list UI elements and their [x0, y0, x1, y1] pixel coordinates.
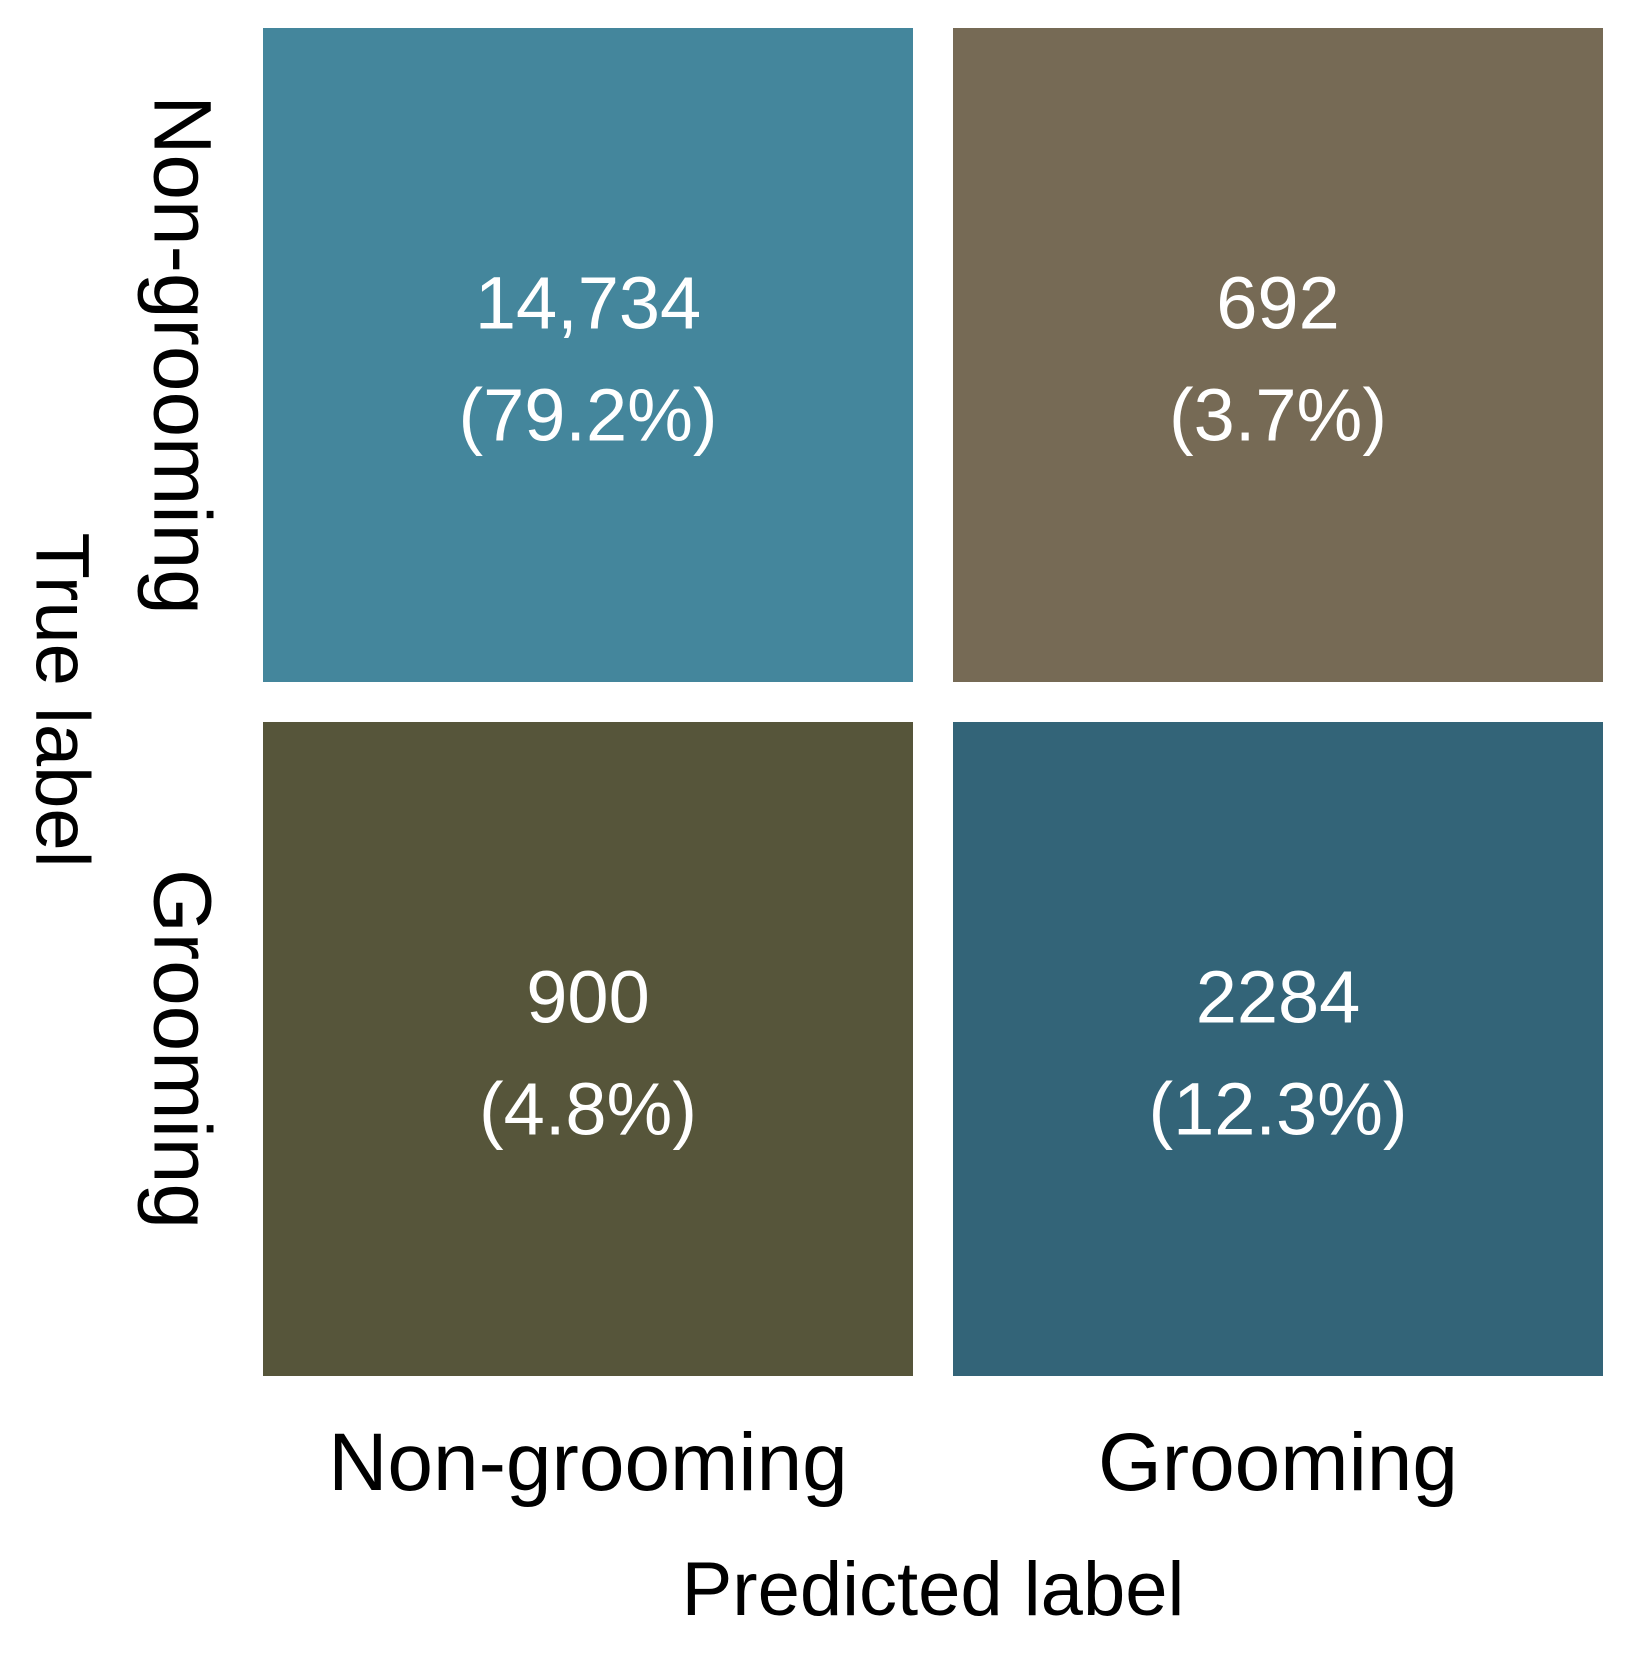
matrix-cells [263, 28, 1603, 1376]
y-tick-label-non-grooming: Non-grooming [137, 95, 228, 615]
cell-true-grooming-pred-non-grooming [263, 722, 913, 1376]
cell-percent-true-grooming-pred-non-grooming: (4.8%) [479, 1068, 697, 1151]
cell-true-non-grooming-pred-grooming [953, 28, 1603, 682]
cell-percent-true-non-grooming-pred-grooming: (3.7%) [1169, 374, 1387, 457]
y-axis-title: True label [20, 532, 105, 867]
matrix-cell-labels: 14,734 (79.2%) 692 (3.7%) 900 (4.8%) 2284 (12.3… [458, 262, 1407, 1151]
cell-count-true-grooming-pred-non-grooming: 900 [526, 956, 649, 1039]
cell-percent-true-grooming-pred-grooming: (12.3%) [1148, 1068, 1407, 1151]
cell-true-grooming-pred-grooming [953, 722, 1603, 1376]
y-tick-label-grooming: Grooming [137, 869, 228, 1229]
cell-count-true-non-grooming-pred-non-grooming: 14,734 [475, 262, 701, 345]
cell-count-true-non-grooming-pred-grooming: 692 [1216, 262, 1339, 345]
x-axis-title: Predicted label [682, 1547, 1185, 1632]
cell-percent-true-non-grooming-pred-non-grooming: (79.2%) [458, 374, 717, 457]
x-tick-label-grooming: Grooming [1098, 1417, 1458, 1508]
cell-count-true-grooming-pred-grooming: 2284 [1196, 956, 1361, 1039]
x-tick-label-non-grooming: Non-grooming [328, 1417, 848, 1508]
cell-true-non-grooming-pred-non-grooming [263, 28, 913, 682]
